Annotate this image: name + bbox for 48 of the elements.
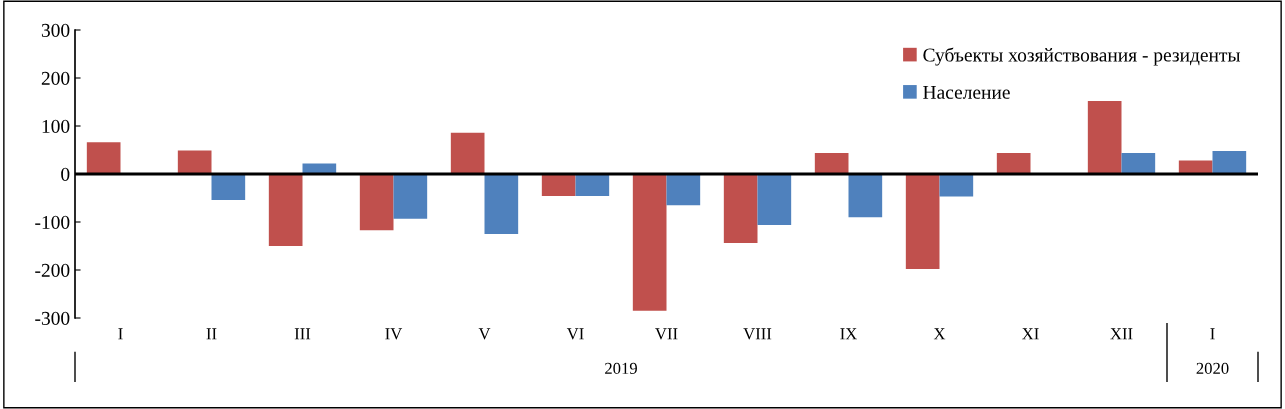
bar xyxy=(905,174,940,270)
bar xyxy=(996,152,1031,174)
bar xyxy=(632,174,667,311)
bar xyxy=(939,174,974,197)
x-tick-label: I xyxy=(118,328,123,340)
x-tick-label: III xyxy=(294,328,311,340)
y-tick-label: -100 xyxy=(35,215,70,229)
bar xyxy=(723,174,758,244)
bar xyxy=(450,132,485,174)
legend-label: Население xyxy=(923,85,1010,99)
bar xyxy=(848,174,883,218)
bar xyxy=(666,174,701,206)
bar xyxy=(211,174,246,200)
bar xyxy=(268,174,303,246)
legend-label: Субъекты хозяйствования - резиденты xyxy=(923,47,1241,66)
bar xyxy=(757,174,792,225)
x-tick-label: XII xyxy=(1110,328,1133,340)
bar xyxy=(575,174,610,197)
bar xyxy=(393,174,428,219)
x-tick-label: V xyxy=(478,328,491,340)
bar xyxy=(359,174,394,231)
x-tick-label: VIII xyxy=(743,328,772,340)
bar xyxy=(541,174,576,197)
x-tick-label: VI xyxy=(566,328,584,340)
bar xyxy=(302,163,337,174)
bar xyxy=(177,150,212,174)
bar xyxy=(484,174,519,234)
text: 2019 xyxy=(605,362,637,375)
bar xyxy=(1121,152,1156,174)
bar xyxy=(86,142,121,174)
x-tick-label: IX xyxy=(840,328,857,340)
text: 2020 xyxy=(1196,362,1229,375)
y-tick-label: -300 xyxy=(35,311,70,325)
y-tick-label: 200 xyxy=(41,71,70,85)
y-tick-label: 0 xyxy=(61,167,70,181)
y-tick-label: -200 xyxy=(35,263,70,277)
x-tick-label: XI xyxy=(1022,328,1039,340)
x-tick-label: I xyxy=(1210,328,1215,340)
x-tick-label: VII xyxy=(655,328,678,340)
y-tick-label: 300 xyxy=(41,23,70,37)
bar xyxy=(1178,160,1213,174)
bar xyxy=(1212,150,1247,174)
bar xyxy=(814,152,849,174)
x-tick-label: X xyxy=(933,328,946,340)
x-tick-label: IV xyxy=(385,328,403,340)
x-tick-label: II xyxy=(206,328,217,340)
y-tick-label: 100 xyxy=(42,119,70,133)
bar xyxy=(1087,101,1122,174)
